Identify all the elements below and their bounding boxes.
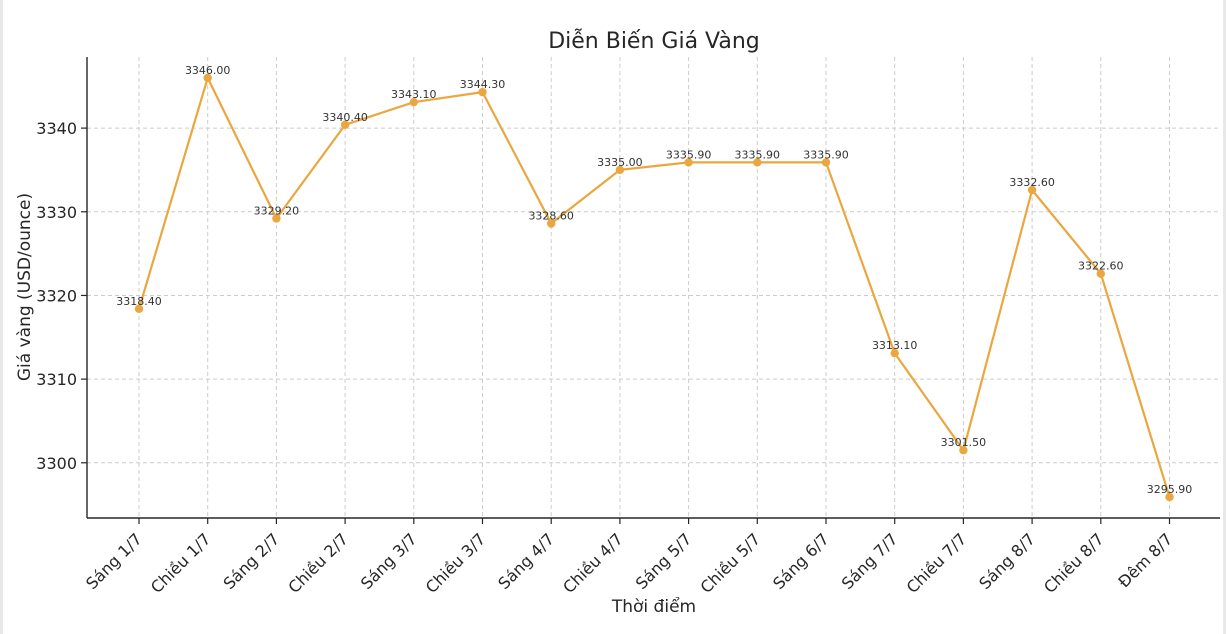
x-ticks: Sáng 1/7 Chiều 1/7 Sáng 2/7 Chiều 2/7 Sáng 3… [82,518,1176,597]
x-tick-label: Chiều 2/7 [284,529,352,597]
data-point [615,165,625,175]
data-point [1165,492,1174,502]
data-point [890,348,899,358]
data-label: 3346.00 [185,64,231,77]
grid [87,57,1220,518]
data-label: 3313.10 [872,339,918,352]
x-tick-label: Sáng 8/7 [975,529,1039,593]
data-point [547,219,556,228]
x-tick-label: Chiều 4/7 [559,529,627,597]
data-point [959,446,968,455]
chart-title: Diễn Biến Giá Vàng [548,28,760,54]
x-tick-label: Sáng 5/7 [632,529,696,593]
series-layer [134,73,1174,502]
y-tick-label: 3310 [36,370,77,389]
x-tick-label: Chiều 8/7 [1040,529,1108,597]
data-label: 3318.40 [116,295,162,308]
data-label: 3335.00 [597,156,643,169]
axes [86,57,1220,519]
y-tick-label: 3340 [36,119,77,138]
y-axis-label: Giá vàng (USD/ounce) [15,193,35,381]
x-tick-label: Chiều 5/7 [697,529,765,597]
data-point [340,120,350,129]
data-label: 3295.90 [1147,483,1193,496]
data-point [478,87,487,97]
data-label: 3301.50 [941,436,987,449]
x-tick-label: Sáng 3/7 [357,529,421,593]
x-tick-label: Sáng 7/7 [838,529,902,593]
data-point [1096,269,1106,278]
x-tick-label: Chiều 7/7 [903,529,971,597]
y-tick-label: 3320 [36,286,77,305]
data-label: 3335.90 [803,148,849,161]
data-point [684,158,693,167]
data-point [272,214,281,223]
data-point [821,158,831,167]
x-axis-label: Thời điểm [611,596,696,617]
data-label: 3332.60 [1009,176,1055,189]
y-ticks: 3300 3310 3320 3330 3340 [36,119,87,473]
data-labels: 3318.40 3346.00 3329.20 3340.40 3343.10 3344.… [116,64,1192,496]
data-label: 3328.60 [528,209,574,222]
data-label: 3343.10 [391,88,437,101]
data-point [409,97,418,107]
x-tick-label: Sáng 6/7 [769,529,833,593]
x-tick-label: Chiều 1/7 [147,529,215,597]
data-point [203,73,212,83]
data-point [753,158,762,167]
data-label: 3335.90 [666,148,712,161]
data-label: 3344.30 [460,78,506,91]
data-point [134,304,144,314]
x-tick-label: Sáng 4/7 [494,529,558,593]
data-label: 3340.40 [322,111,368,124]
y-tick-label: 3300 [36,454,77,473]
x-tick-label: Chiều 3/7 [422,529,490,597]
x-tick-label: Đêm 8/7 [1114,529,1176,591]
data-label: 3335.90 [735,148,781,161]
series-line [137,76,1171,498]
y-tick-label: 3330 [36,203,77,222]
x-tick-label: Sáng 1/7 [82,529,146,593]
data-label: 3329.20 [254,204,300,217]
data-point [1027,185,1037,195]
data-label: 3322.60 [1078,260,1124,273]
x-tick-label: Sáng 2/7 [220,529,284,593]
